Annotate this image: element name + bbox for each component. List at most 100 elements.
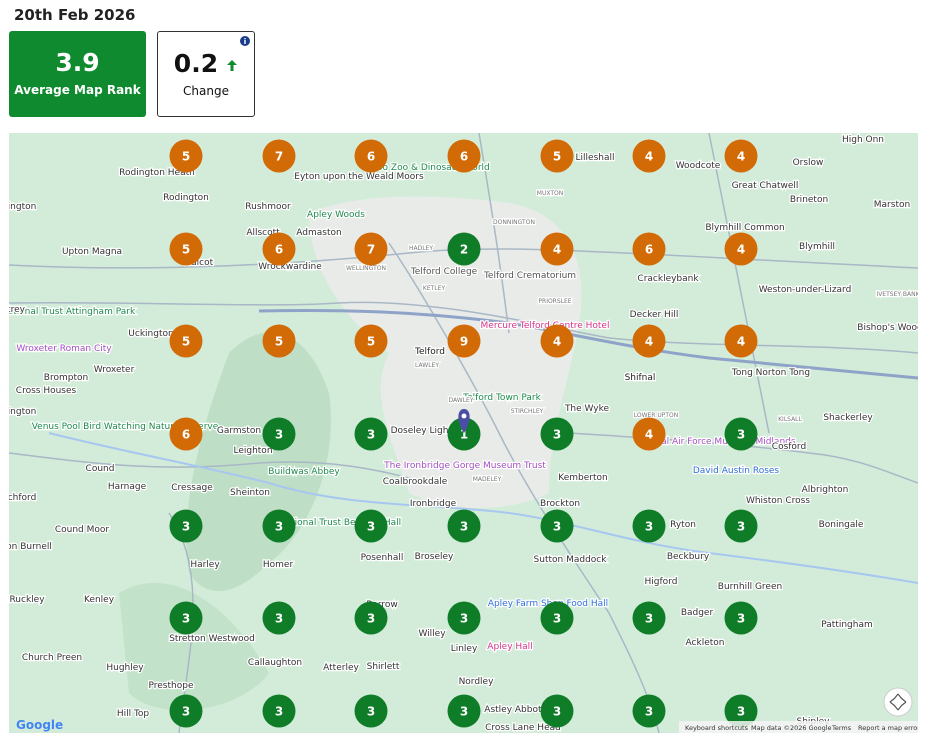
rank-marker bbox=[447, 694, 481, 728]
place-label: Burnhill Green bbox=[718, 582, 782, 592]
place-label: Ruckley bbox=[9, 595, 45, 605]
place-label: Cross Lane Head bbox=[485, 723, 561, 733]
place-label: Brineton bbox=[790, 195, 828, 205]
place-label: Whiston Cross bbox=[746, 496, 810, 506]
report-error[interactable]: Report a map error bbox=[858, 724, 918, 732]
rank-marker bbox=[540, 232, 574, 266]
place-label: Hill Top bbox=[117, 709, 150, 719]
change-label: Change bbox=[183, 84, 229, 98]
rank-label: 5 bbox=[182, 243, 190, 257]
rank-marker bbox=[447, 509, 481, 543]
place-label: Rodington bbox=[163, 193, 209, 203]
rank-marker bbox=[354, 417, 388, 451]
place-label: Crackleybank bbox=[637, 274, 699, 284]
rank-marker bbox=[262, 324, 296, 358]
place-label: Badger bbox=[681, 608, 714, 618]
terms[interactable]: Terms bbox=[831, 724, 852, 732]
place-label: Apley Woods bbox=[307, 210, 365, 220]
place-label: Kenley bbox=[84, 595, 115, 605]
change-card: 0.2 Change bbox=[157, 31, 255, 117]
rank-label: 3 bbox=[460, 520, 468, 534]
rank-marker bbox=[169, 139, 203, 173]
place-label: Kemberton bbox=[558, 473, 607, 483]
place-label: Shirlett bbox=[367, 662, 400, 672]
place-label: Leighton bbox=[233, 446, 272, 456]
rank-label: 3 bbox=[645, 612, 653, 626]
place-label: Albrighton bbox=[802, 485, 849, 495]
place-label: Homer bbox=[263, 560, 294, 570]
place-label: Nordley bbox=[459, 677, 495, 687]
keyboard-shortcuts[interactable]: Keyboard shortcuts bbox=[685, 724, 749, 732]
rank-marker bbox=[354, 601, 388, 635]
rank-label: 4 bbox=[645, 335, 653, 349]
info-icon[interactable] bbox=[240, 36, 250, 46]
map[interactable]: Rodington HeathRodingtonRushmoorAllscott… bbox=[9, 133, 918, 733]
rank-label: 4 bbox=[737, 335, 745, 349]
place-label: Cressage bbox=[171, 483, 213, 493]
rank-marker bbox=[540, 601, 574, 635]
rank-label: 2 bbox=[460, 243, 468, 257]
rank-label: 3 bbox=[737, 520, 745, 534]
place-label: Admaston bbox=[296, 228, 341, 238]
rank-marker bbox=[724, 417, 758, 451]
rank-marker bbox=[540, 694, 574, 728]
place-label: Lilleshall bbox=[576, 153, 615, 163]
rank-marker bbox=[262, 509, 296, 543]
rank-marker bbox=[169, 694, 203, 728]
rank-label: 3 bbox=[553, 612, 561, 626]
place-label: DONNINGTON bbox=[493, 219, 535, 226]
rank-label: 6 bbox=[460, 150, 468, 164]
place-label: Ironbridge bbox=[410, 499, 457, 509]
rank-label: 3 bbox=[275, 612, 283, 626]
place-label: Hughley bbox=[106, 663, 144, 673]
rank-marker bbox=[262, 601, 296, 635]
rank-marker bbox=[169, 601, 203, 635]
rank-marker bbox=[632, 509, 666, 543]
rank-marker bbox=[447, 417, 481, 451]
rank-marker bbox=[354, 694, 388, 728]
place-label: High Onn bbox=[842, 135, 884, 145]
place-label: Brockton bbox=[540, 499, 580, 509]
place-label: Buildwas Abbey bbox=[268, 467, 340, 477]
place-label: MADELEY bbox=[473, 476, 502, 483]
rank-marker bbox=[447, 139, 481, 173]
place-label: Uckington bbox=[128, 329, 173, 339]
rank-label: 3 bbox=[737, 428, 745, 442]
place-label: MUXTON bbox=[537, 190, 563, 197]
place-label: Cosford bbox=[772, 442, 806, 452]
place-label: Upton Magna bbox=[62, 247, 122, 257]
rank-marker bbox=[169, 417, 203, 451]
zoom-control[interactable] bbox=[883, 687, 913, 717]
place-label: Eyton upon the Weald Moors bbox=[294, 172, 424, 182]
rank-label: 6 bbox=[182, 428, 190, 442]
place-label: Sutton Maddock bbox=[534, 555, 608, 565]
rank-marker bbox=[724, 694, 758, 728]
rank-marker bbox=[632, 694, 666, 728]
rank-marker bbox=[262, 139, 296, 173]
rank-label: 3 bbox=[645, 705, 653, 719]
place-label: Cound bbox=[86, 464, 115, 474]
rank-label: 3 bbox=[460, 705, 468, 719]
place-label: Beckbury bbox=[667, 552, 710, 562]
rank-marker bbox=[724, 232, 758, 266]
rank-marker bbox=[262, 417, 296, 451]
rank-label: 6 bbox=[645, 243, 653, 257]
place-label: Callaughton bbox=[248, 658, 302, 668]
place-label: Coalbrookdale bbox=[383, 477, 448, 487]
rank-marker bbox=[632, 232, 666, 266]
place-label: chford bbox=[9, 493, 36, 503]
rank-label: 4 bbox=[737, 150, 745, 164]
rank-marker bbox=[354, 509, 388, 543]
place-label: STIRCHLEY bbox=[511, 408, 544, 415]
place-label: Blymhill bbox=[799, 242, 835, 252]
place-label: LAWLEY bbox=[415, 362, 439, 369]
rank-label: 3 bbox=[275, 705, 283, 719]
place-label: Astley Abbotts bbox=[484, 705, 550, 715]
rank-label: 1 bbox=[460, 428, 468, 442]
date: 20th Feb 2026 bbox=[14, 6, 136, 24]
place-label: Apley Farm Shop Food Hall bbox=[488, 599, 608, 609]
rank-marker bbox=[724, 601, 758, 635]
rank-marker bbox=[262, 232, 296, 266]
rank-label: 6 bbox=[367, 150, 375, 164]
